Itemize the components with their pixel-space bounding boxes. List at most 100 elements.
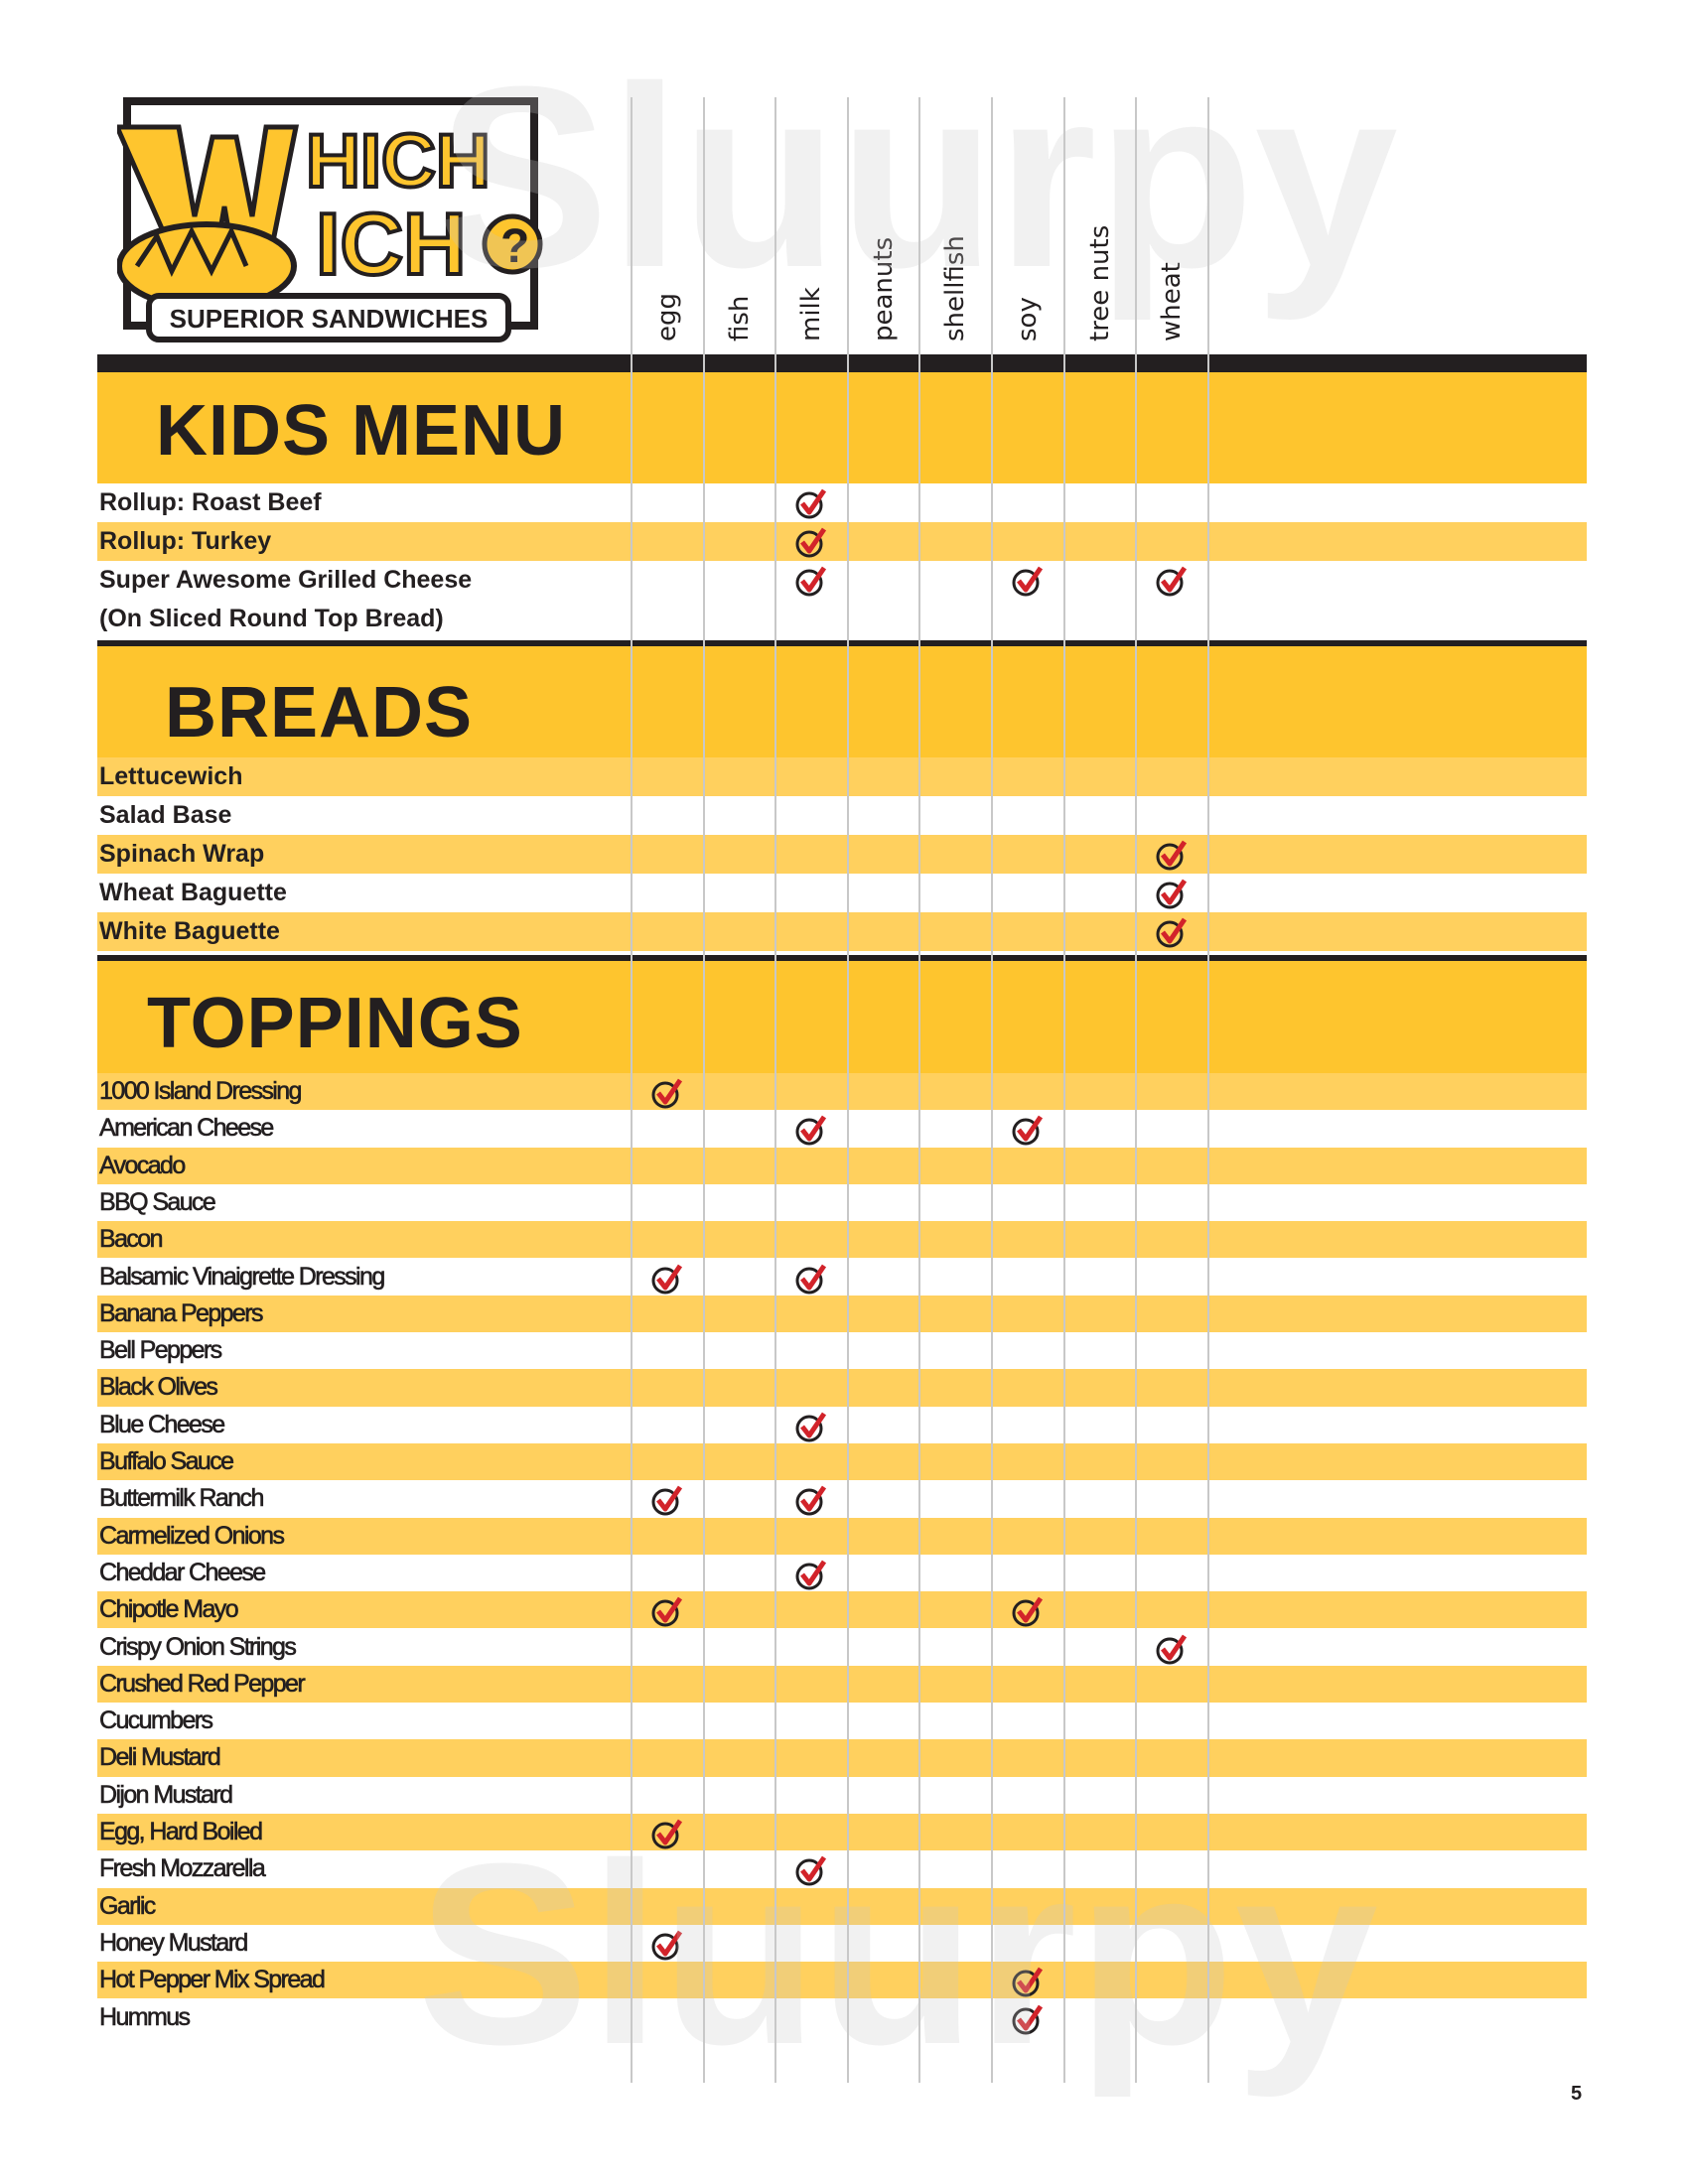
allergen-cell-peanuts [848,1591,920,1628]
item-name: Super Awesome Grilled Cheese [99,566,473,594]
menu-item-name: White Baguette [97,912,632,951]
item-name: White Baguette [99,917,280,945]
allergen-cell-tree-nuts [1064,1629,1137,1666]
allergen-cell-peanuts [848,1148,920,1184]
menu-item-row: Chipotle Mayo [97,1591,1587,1629]
menu-item-name: Salad Base [97,796,632,835]
allergen-cell-shellfish [919,1888,992,1925]
allergen-cell-shellfish [919,912,992,951]
allergen-cell-shellfish [919,1480,992,1517]
menu-item-row: Balsamic Vinaigrette Dressing [97,1259,1587,1296]
allergen-cell-soy [992,1369,1064,1406]
allergen-cell-soy [992,757,1064,796]
allergen-cell-wheat [1136,1296,1208,1332]
allergen-cell-peanuts [848,874,920,912]
allergen-cell-milk [775,757,848,796]
item-name: American Cheese [99,1114,275,1143]
allergen-cell-milk [775,1332,848,1369]
allergen-cell-milk [775,1259,848,1296]
allergen-cell-egg [632,1259,704,1296]
allergen-cell-tree-nuts [1064,1518,1137,1555]
menu-item-row: Carmelized Onions [97,1517,1587,1555]
allergen-cell-milk [775,483,848,522]
column-header-label: peanuts [868,236,899,341]
allergen-cell-milk [775,1110,848,1147]
checkmark-icon [795,1855,827,1886]
allergen-cell-milk [775,1888,848,1925]
allergen-cell-wheat [1136,1962,1208,1998]
allergen-cell-peanuts [848,1259,920,1296]
menu-item-name: Crispy Onion Strings [97,1629,632,1666]
menu-item-row: Spinach Wrap [97,835,1587,874]
column-header-wheat: wheat [1136,129,1207,341]
allergen-cell-soy [992,1850,1064,1887]
allergen-cell-fish [704,1925,776,1962]
item-subname: (On Sliced Round Top Bread) [99,605,444,632]
menu-item-row: BBQ Sauce [97,1184,1587,1221]
allergen-cell-shellfish [919,1850,992,1887]
allergen-cell-shellfish [919,1184,992,1221]
item-name: Crushed Red Pepper [99,1669,306,1698]
allergen-cell-egg [632,561,704,638]
allergen-cell-tree-nuts [1064,1148,1137,1184]
menu-item-name: Carmelized Onions [97,1518,632,1555]
allergen-cell-tree-nuts [1064,522,1137,561]
allergen-cell-soy [992,561,1064,638]
allergen-cell-egg [632,1296,704,1332]
menu-item-name: Dijon Mustard [97,1777,632,1814]
item-name: Hot Pepper Mix Spread [99,1966,326,1994]
item-name: Hummus [99,2002,192,2031]
allergen-cell-milk [775,912,848,951]
menu-item-row: Avocado [97,1147,1587,1184]
allergen-cell-soy [992,1259,1064,1296]
allergen-cell-milk [775,522,848,561]
allergen-cell-milk [775,1148,848,1184]
column-header-label: milk [796,287,827,341]
allergen-cell-wheat [1136,1332,1208,1369]
menu-item-row: Honey Mustard [97,1925,1587,1962]
allergen-cell-peanuts [848,912,920,951]
menu-item-name: Hot Pepper Mix Spread [97,1962,632,1998]
allergen-cell-egg [632,1555,704,1591]
column-header-milk: milk [775,129,847,341]
allergen-cell-shellfish [919,757,992,796]
allergen-cell-peanuts [848,1850,920,1887]
allergen-cell-tree-nuts [1064,1666,1137,1703]
item-name: Avocado [99,1151,187,1179]
item-name: Carmelized Onions [99,1521,286,1550]
column-header-fish: fish [704,129,775,341]
menu-item-name: Banana Peppers [97,1296,632,1332]
allergen-cell-fish [704,1073,776,1110]
allergen-cell-wheat [1136,1888,1208,1925]
allergen-cell-fish [704,561,776,638]
checkmark-icon [795,527,827,558]
allergen-cell-tree-nuts [1064,1888,1137,1925]
allergen-cell-egg [632,1110,704,1147]
allergen-cell-milk [775,1296,848,1332]
menu-item-name: Chipotle Mayo [97,1591,632,1628]
allergen-cell-fish [704,1148,776,1184]
checkmark-icon [1156,840,1188,871]
allergen-cell-tree-nuts [1064,1739,1137,1776]
allergen-cell-egg [632,1480,704,1517]
menu-item-row: Hummus [97,1999,1587,2036]
allergen-cell-peanuts [848,1518,920,1555]
checkmark-icon [795,1560,827,1590]
item-name: Cheddar Cheese [99,1558,267,1587]
allergen-cell-wheat [1136,1480,1208,1517]
allergen-cell-tree-nuts [1064,1925,1137,1962]
allergen-cell-tree-nuts [1064,1777,1137,1814]
section-banner: BREADS [97,646,1587,757]
allergen-cell-milk [775,1703,848,1739]
allergen-cell-soy [992,1110,1064,1147]
allergen-cell-fish [704,1850,776,1887]
column-divider [846,97,849,2083]
allergen-cell-tree-nuts [1064,835,1137,874]
section-title: TOPPINGS [147,984,523,1063]
allergen-cell-shellfish [919,1962,992,1998]
allergen-cell-soy [992,1443,1064,1480]
menu-item-name: Avocado [97,1148,632,1184]
allergen-cell-tree-nuts [1064,1814,1137,1850]
checkmark-icon [795,1115,827,1146]
allergen-cell-soy [992,874,1064,912]
